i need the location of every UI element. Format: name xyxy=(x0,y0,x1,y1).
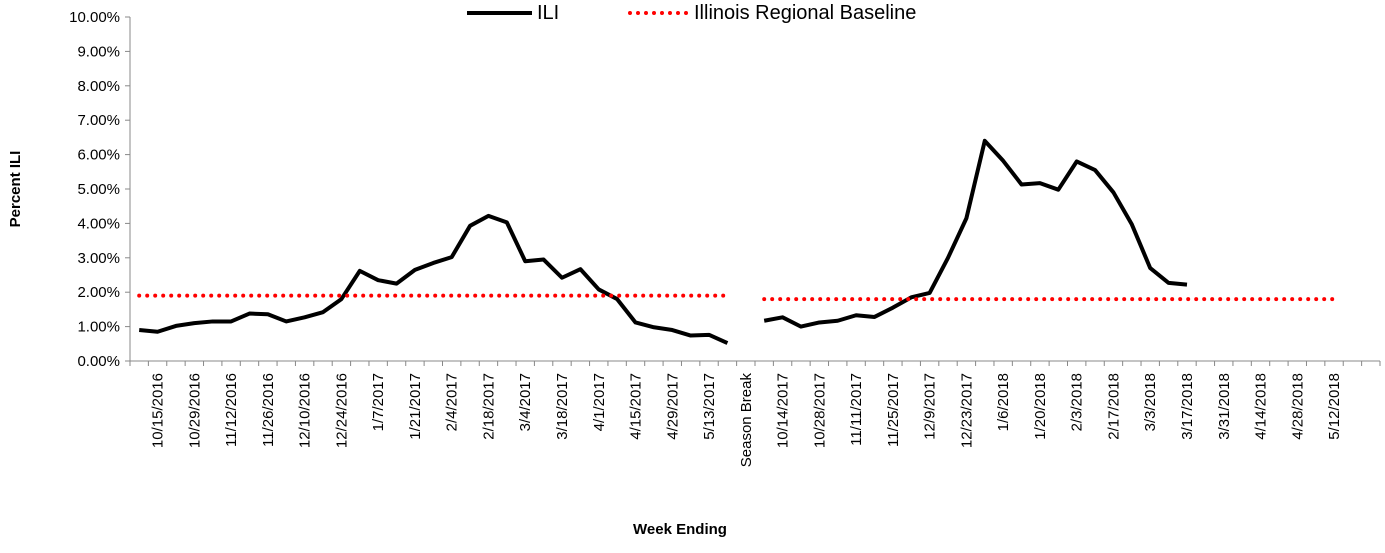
x-tick-label: 2/18/2017 xyxy=(480,373,497,440)
y-tick-label: 5.00% xyxy=(77,181,120,198)
legend-label: Illinois Regional Baseline xyxy=(694,2,916,24)
y-tick-label: 6.00% xyxy=(77,147,120,164)
y-tick-label: 4.00% xyxy=(77,215,120,232)
x-tick-label: 2/17/2018 xyxy=(1105,373,1122,440)
y-tick-label: 8.00% xyxy=(77,78,120,95)
x-tick-label: 1/7/2017 xyxy=(370,373,387,431)
x-tick-label: 11/11/2017 xyxy=(848,373,865,446)
x-tick-label: 10/14/2017 xyxy=(775,373,792,448)
x-tick-label: 3/4/2017 xyxy=(517,373,534,431)
x-tick-label: 1/21/2017 xyxy=(407,373,424,440)
y-tick-label: 10.00% xyxy=(69,9,120,26)
x-tick-label: 11/26/2016 xyxy=(260,373,277,447)
series-line xyxy=(137,293,1337,302)
x-tick-label: 10/29/2016 xyxy=(186,373,203,448)
x-tick-label: 4/15/2017 xyxy=(628,373,645,440)
x-tick-label: 3/17/2018 xyxy=(1179,373,1196,440)
x-tick-label: 1/6/2018 xyxy=(995,373,1012,431)
x-tick-label: 5/13/2017 xyxy=(701,373,718,440)
y-tick-label: 2.00% xyxy=(77,284,120,301)
x-tick-label: Season Break xyxy=(738,373,755,468)
y-tick-label: 7.00% xyxy=(77,112,120,129)
x-tick-label: 3/31/2018 xyxy=(1216,373,1233,440)
x-tick-label: 3/18/2017 xyxy=(554,373,571,440)
x-tick-label: 4/1/2017 xyxy=(591,373,608,431)
x-tick-label: 5/12/2018 xyxy=(1326,373,1343,440)
x-tick-label: 11/12/2016 xyxy=(223,373,240,447)
y-tick-label: 3.00% xyxy=(77,250,120,267)
y-tick-label: 0.00% xyxy=(77,353,120,370)
y-tick-label: 9.00% xyxy=(77,43,120,60)
x-tick-label: 2/3/2018 xyxy=(1069,373,1086,431)
x-tick-label: 12/24/2016 xyxy=(333,373,350,448)
x-tick-label: 10/28/2017 xyxy=(811,373,828,448)
x-tick-label: 10/15/2016 xyxy=(150,373,167,448)
x-tick-label: 2/4/2017 xyxy=(444,373,461,431)
y-tick-label: 1.00% xyxy=(77,319,120,336)
x-axis-title: Week Ending xyxy=(633,521,727,538)
series-line xyxy=(139,138,1188,345)
x-tick-label: 12/23/2017 xyxy=(958,373,975,448)
x-tick-label: 1/20/2018 xyxy=(1032,373,1049,440)
x-tick-label: 4/28/2018 xyxy=(1289,373,1306,440)
x-tick-label: 3/3/2018 xyxy=(1142,373,1159,431)
x-tick-label: 12/10/2016 xyxy=(297,373,314,448)
legend-label: ILI xyxy=(537,2,559,24)
x-tick-label: 12/9/2017 xyxy=(922,373,939,440)
x-tick-label: 4/14/2018 xyxy=(1253,373,1270,440)
x-tick-label: 11/25/2017 xyxy=(885,373,902,447)
x-tick-label: 4/29/2017 xyxy=(664,373,681,440)
y-axis-title: Percent ILI xyxy=(7,151,24,228)
